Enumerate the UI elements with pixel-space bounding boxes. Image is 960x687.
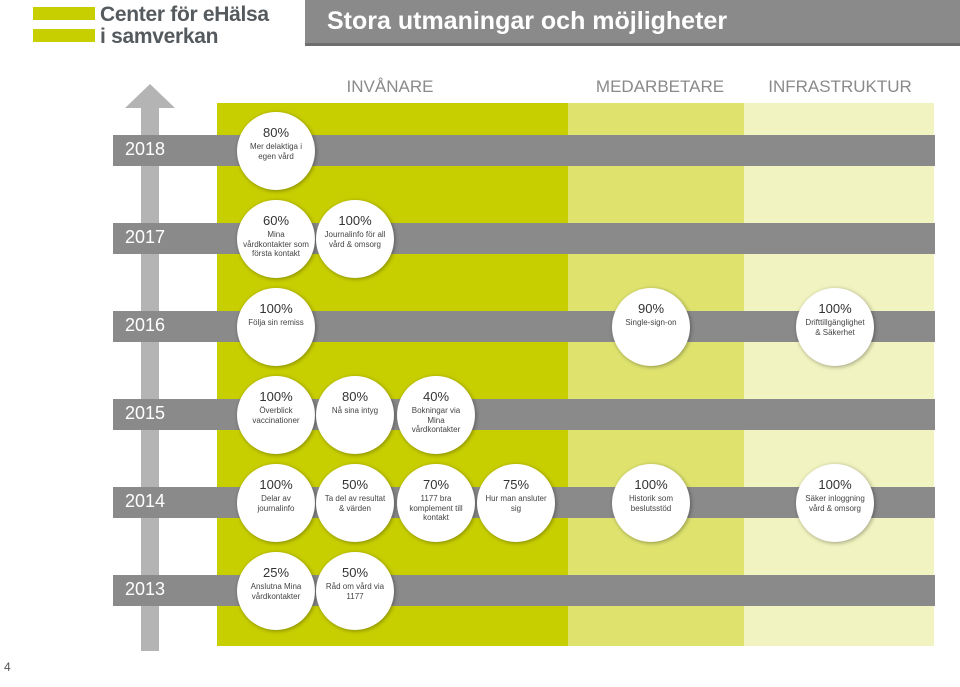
goal-circle-2014-historik: 100% Historik som beslutsstöd (612, 464, 690, 542)
goal-description: Ta del av resultat & värden (324, 494, 386, 513)
year-label-2018: 2018 (124, 139, 166, 159)
goal-description: Mer delaktiga i egen vård (249, 142, 303, 161)
goal-description: Överblick vaccinationer (252, 406, 300, 425)
goal-percent: 80% (341, 389, 369, 404)
logo-accent-bar-1 (33, 7, 95, 20)
goal-circle-2015-intyg: 80% Nå sina intyg (316, 376, 394, 454)
goal-circle-2017-mina-vardkontakter: 60% Mina vårdkontakter som första kontak… (237, 200, 315, 278)
page-title: Stora utmaningar och möjligheter (327, 7, 728, 35)
goal-percent: 100% (259, 477, 293, 492)
goal-percent: 25% (262, 565, 290, 580)
goal-circle-2016-drifttillganglighet: 100% Drifttillgänglighet & Säkerhet (796, 288, 874, 366)
timeline-arrow-shaft (141, 103, 159, 651)
goal-percent: 100% (818, 301, 852, 316)
goal-description: Nå sina intyg (331, 406, 379, 415)
goal-percent: 100% (259, 301, 293, 316)
goal-circle-2018-delaktiga: 80% Mer delaktiga i egen vård (237, 112, 315, 190)
column-medarbetare-bg (568, 103, 744, 646)
goal-description: Single-sign-on (625, 318, 677, 327)
title-banner: Stora utmaningar och möjligheter (305, 0, 960, 46)
goal-circle-2013-anslutna: 25% Anslutna Mina vårdkontakter (237, 552, 315, 630)
logo-accent-bar-2 (33, 29, 95, 42)
goal-circle-2017-journalinfo: 100% Journalinfo för all vård & omsorg (316, 200, 394, 278)
goal-percent: 80% (262, 125, 290, 140)
goal-percent: 40% (422, 389, 450, 404)
goal-percent: 100% (634, 477, 668, 492)
goal-circle-2016-single-sign-on: 90% Single-sign-on (612, 288, 690, 366)
goal-percent: 50% (341, 477, 369, 492)
goal-circle-2013-rad-om-vard: 50% Råd om vård via 1177 (316, 552, 394, 630)
goal-circle-2015-bokningar: 40% Bokningar via Mina vårdkontakter (397, 376, 475, 454)
goal-percent: 90% (637, 301, 665, 316)
column-header-infrastruktur: INFRASTRUKTUR (768, 77, 912, 96)
goal-percent: 100% (818, 477, 852, 492)
goal-circle-2014-journalinfo: 100% Delar av journalinfo (237, 464, 315, 542)
timeline-arrow-head (125, 84, 175, 108)
goal-description: Drifttillgänglighet & Säkerhet (805, 318, 865, 337)
goal-description: 1177 bra komplement till kontakt (409, 494, 463, 522)
goal-percent: 100% (259, 389, 293, 404)
goal-description: Hur man ansluter sig (485, 494, 547, 513)
year-label-2016: 2016 (124, 315, 166, 335)
goal-description: Säker inloggning vård & omsorg (805, 494, 865, 513)
goal-percent: 50% (341, 565, 369, 580)
goal-description: Anslutna Mina vårdkontakter (250, 582, 302, 601)
goal-percent: 100% (338, 213, 372, 228)
goal-description: Följa sin remiss (248, 318, 304, 327)
goal-description: Bokningar via Mina vårdkontakter (411, 406, 461, 434)
year-label-2013: 2013 (124, 579, 166, 599)
year-label-2014: 2014 (124, 491, 166, 511)
goal-description: Delar av journalinfo (257, 494, 295, 513)
goal-description: Journalinfo för all vård & omsorg (324, 230, 386, 249)
goal-circle-2014-1177: 70% 1177 bra komplement till kontakt (397, 464, 475, 542)
goal-circle-2014-resultat: 50% Ta del av resultat & värden (316, 464, 394, 542)
goal-percent: 70% (422, 477, 450, 492)
goal-circle-2014-ansluter: 75% Hur man ansluter sig (477, 464, 555, 542)
goal-circle-2015-vaccinationer: 100% Överblick vaccinationer (237, 376, 315, 454)
year-label-2017: 2017 (124, 227, 166, 247)
column-infrastruktur-bg (744, 103, 934, 646)
goal-percent: 75% (502, 477, 530, 492)
goal-description: Råd om vård via 1177 (325, 582, 385, 601)
goal-circle-2014-inloggning: 100% Säker inloggning vård & omsorg (796, 464, 874, 542)
page-number: 4 (4, 660, 11, 674)
goal-description: Historik som beslutsstöd (628, 494, 673, 513)
logo-text-line2: i samverkan (100, 25, 219, 48)
column-header-medarbetare: MEDARBETARE (595, 77, 725, 96)
year-label-2015: 2015 (124, 403, 166, 423)
goal-circle-2016-remiss: 100% Följa sin remiss (237, 288, 315, 366)
goal-description: Mina vårdkontakter som första kontakt (243, 230, 309, 258)
logo-text-line1: Center för eHälsa (100, 3, 269, 26)
column-header-invanare: INVÅNARE (346, 77, 434, 96)
goal-percent: 60% (262, 213, 290, 228)
